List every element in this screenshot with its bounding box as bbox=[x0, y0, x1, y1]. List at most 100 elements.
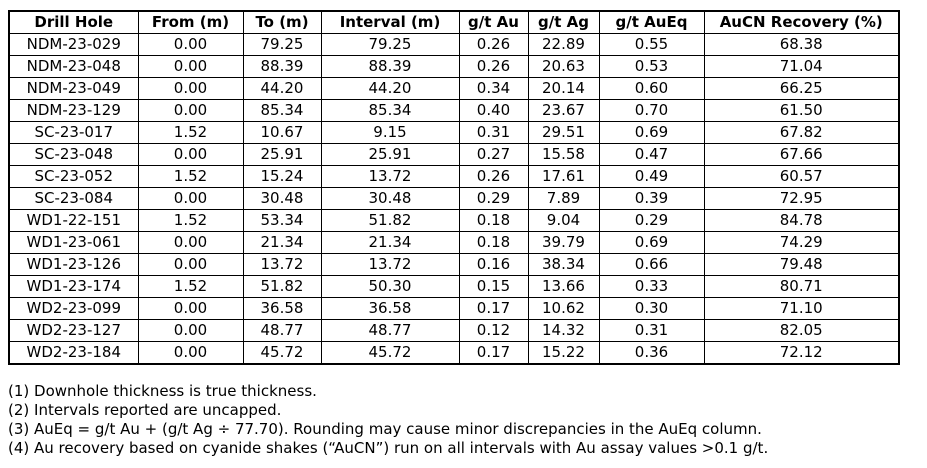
cell-gt-aueq: 0.29 bbox=[598, 209, 705, 232]
cell-from-m: 0.00 bbox=[137, 187, 244, 210]
cell-from-m: 0.00 bbox=[137, 297, 244, 320]
cell-drill-hole: NDM-23-049 bbox=[8, 77, 139, 100]
table-row: SC-23-048 0.00 25.91 25.91 0.27 15.58 0.47 67.6… bbox=[8, 143, 900, 166]
table-row: WD1-22-151 1.52 53.34 51.82 0.18 9.04 0.29 84.7… bbox=[8, 209, 900, 232]
table-row: NDM-23-029 0.00 79.25 79.25 0.26 22.89 0.55 68.… bbox=[8, 33, 900, 56]
cell-interval-m: 44.20 bbox=[320, 77, 460, 100]
footnote-1: (1) Downhole thickness is true thickness… bbox=[8, 382, 317, 400]
table-row: SC-23-052 1.52 15.24 13.72 0.26 17.61 0.49 60.5… bbox=[8, 165, 900, 188]
cell-gt-aueq: 0.55 bbox=[598, 33, 705, 56]
table-row: WD2-23-184 0.00 45.72 45.72 0.17 15.22 0.36 72.… bbox=[8, 341, 900, 365]
cell-aucn-recovery: 84.78 bbox=[703, 209, 900, 232]
cell-interval-m: 25.91 bbox=[320, 143, 460, 166]
cell-gt-aueq: 0.33 bbox=[598, 275, 705, 298]
cell-drill-hole: WD1-23-126 bbox=[8, 253, 139, 276]
cell-interval-m: 50.30 bbox=[320, 275, 460, 298]
cell-to-m: 51.82 bbox=[242, 275, 322, 298]
column-header-from-m: From (m) bbox=[137, 10, 244, 34]
cell-drill-hole: WD2-23-127 bbox=[8, 319, 139, 342]
cell-gt-au: 0.18 bbox=[458, 209, 529, 232]
cell-gt-aueq: 0.47 bbox=[598, 143, 705, 166]
cell-drill-hole: NDM-23-129 bbox=[8, 99, 139, 122]
cell-interval-m: 45.72 bbox=[320, 341, 460, 365]
cell-aucn-recovery: 79.48 bbox=[703, 253, 900, 276]
cell-drill-hole: SC-23-084 bbox=[8, 187, 139, 210]
cell-drill-hole: WD1-23-174 bbox=[8, 275, 139, 298]
cell-to-m: 30.48 bbox=[242, 187, 322, 210]
cell-from-m: 0.00 bbox=[137, 253, 244, 276]
cell-gt-ag: 7.89 bbox=[527, 187, 600, 210]
cell-from-m: 1.52 bbox=[137, 165, 244, 188]
cell-gt-aueq: 0.69 bbox=[598, 121, 705, 144]
column-header-interval-m: Interval (m) bbox=[320, 10, 460, 34]
cell-drill-hole: SC-23-017 bbox=[8, 121, 139, 144]
cell-interval-m: 21.34 bbox=[320, 231, 460, 254]
table-row: NDM-23-049 0.00 44.20 44.20 0.34 20.14 0.60 66.… bbox=[8, 77, 900, 100]
cell-gt-ag: 39.79 bbox=[527, 231, 600, 254]
cell-gt-ag: 38.34 bbox=[527, 253, 600, 276]
table-row: NDM-23-048 0.00 88.39 88.39 0.26 20.63 0.53 71.… bbox=[8, 55, 900, 78]
cell-drill-hole: NDM-23-029 bbox=[8, 33, 139, 56]
table-row: SC-23-084 0.00 30.48 30.48 0.29 7.89 0.39 72.95 bbox=[8, 187, 900, 210]
cell-gt-au: 0.26 bbox=[458, 55, 529, 78]
cell-to-m: 44.20 bbox=[242, 77, 322, 100]
cell-interval-m: 79.25 bbox=[320, 33, 460, 56]
cell-gt-aueq: 0.66 bbox=[598, 253, 705, 276]
cell-gt-au: 0.16 bbox=[458, 253, 529, 276]
cell-interval-m: 51.82 bbox=[320, 209, 460, 232]
footnote-3: (3) AuEq = g/t Au + (g/t Ag ÷ 77.70). Ro… bbox=[8, 420, 762, 438]
cell-gt-au: 0.26 bbox=[458, 165, 529, 188]
column-header-gt-au: g/t Au bbox=[458, 10, 529, 34]
cell-interval-m: 88.39 bbox=[320, 55, 460, 78]
cell-gt-au: 0.17 bbox=[458, 297, 529, 320]
cell-gt-ag: 15.22 bbox=[527, 341, 600, 365]
cell-aucn-recovery: 67.82 bbox=[703, 121, 900, 144]
cell-gt-aueq: 0.69 bbox=[598, 231, 705, 254]
cell-gt-aueq: 0.53 bbox=[598, 55, 705, 78]
cell-gt-aueq: 0.60 bbox=[598, 77, 705, 100]
cell-drill-hole: SC-23-052 bbox=[8, 165, 139, 188]
cell-interval-m: 13.72 bbox=[320, 253, 460, 276]
cell-to-m: 15.24 bbox=[242, 165, 322, 188]
cell-interval-m: 30.48 bbox=[320, 187, 460, 210]
cell-drill-hole: WD1-23-061 bbox=[8, 231, 139, 254]
table-row: NDM-23-129 0.00 85.34 85.34 0.40 23.67 0.70 61.… bbox=[8, 99, 900, 122]
cell-gt-aueq: 0.49 bbox=[598, 165, 705, 188]
footnotes: (1) Downhole thickness is true thickness… bbox=[8, 382, 927, 458]
cell-to-m: 48.77 bbox=[242, 319, 322, 342]
cell-to-m: 36.58 bbox=[242, 297, 322, 320]
cell-drill-hole: SC-23-048 bbox=[8, 143, 139, 166]
cell-aucn-recovery: 72.95 bbox=[703, 187, 900, 210]
cell-drill-hole: WD2-23-184 bbox=[8, 341, 139, 365]
cell-gt-ag: 17.61 bbox=[527, 165, 600, 188]
cell-gt-ag: 20.63 bbox=[527, 55, 600, 78]
cell-gt-aueq: 0.39 bbox=[598, 187, 705, 210]
cell-from-m: 0.00 bbox=[137, 231, 244, 254]
cell-interval-m: 36.58 bbox=[320, 297, 460, 320]
cell-gt-au: 0.17 bbox=[458, 341, 529, 365]
cell-drill-hole: NDM-23-048 bbox=[8, 55, 139, 78]
cell-from-m: 0.00 bbox=[137, 341, 244, 365]
column-header-drill-hole: Drill Hole bbox=[8, 10, 139, 34]
cell-gt-au: 0.34 bbox=[458, 77, 529, 100]
footnote-4: (4) Au recovery based on cyanide shakes … bbox=[8, 439, 769, 457]
cell-aucn-recovery: 80.71 bbox=[703, 275, 900, 298]
cell-interval-m: 13.72 bbox=[320, 165, 460, 188]
cell-gt-au: 0.12 bbox=[458, 319, 529, 342]
cell-gt-au: 0.26 bbox=[458, 33, 529, 56]
cell-to-m: 79.25 bbox=[242, 33, 322, 56]
column-header-to-m: To (m) bbox=[242, 10, 322, 34]
table-row: WD1-23-061 0.00 21.34 21.34 0.18 39.79 0.69 74.… bbox=[8, 231, 900, 254]
cell-from-m: 0.00 bbox=[137, 55, 244, 78]
cell-gt-ag: 29.51 bbox=[527, 121, 600, 144]
cell-gt-au: 0.29 bbox=[458, 187, 529, 210]
column-header-gt-ag: g/t Ag bbox=[527, 10, 600, 34]
cell-from-m: 1.52 bbox=[137, 275, 244, 298]
column-header-gt-aueq: g/t AuEq bbox=[598, 10, 705, 34]
table-row: WD1-23-174 1.52 51.82 50.30 0.15 13.66 0.33 80.… bbox=[8, 275, 900, 298]
table-row: WD1-23-126 0.00 13.72 13.72 0.16 38.34 0.66 79.… bbox=[8, 253, 900, 276]
cell-gt-ag: 13.66 bbox=[527, 275, 600, 298]
cell-aucn-recovery: 67.66 bbox=[703, 143, 900, 166]
cell-aucn-recovery: 66.25 bbox=[703, 77, 900, 100]
cell-aucn-recovery: 61.50 bbox=[703, 99, 900, 122]
